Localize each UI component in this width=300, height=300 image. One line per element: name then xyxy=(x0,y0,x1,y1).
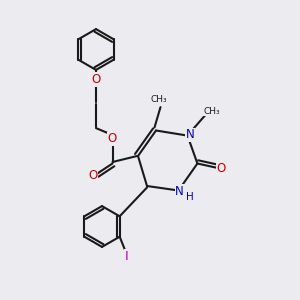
Text: N: N xyxy=(175,185,184,198)
Text: H: H xyxy=(186,192,194,202)
Text: I: I xyxy=(124,250,128,263)
Text: O: O xyxy=(92,73,100,86)
Text: O: O xyxy=(217,161,226,175)
Text: CH₃: CH₃ xyxy=(204,106,220,116)
Text: N: N xyxy=(185,128,194,142)
Text: O: O xyxy=(108,132,117,145)
Text: O: O xyxy=(88,169,98,182)
Text: CH₃: CH₃ xyxy=(151,95,167,104)
